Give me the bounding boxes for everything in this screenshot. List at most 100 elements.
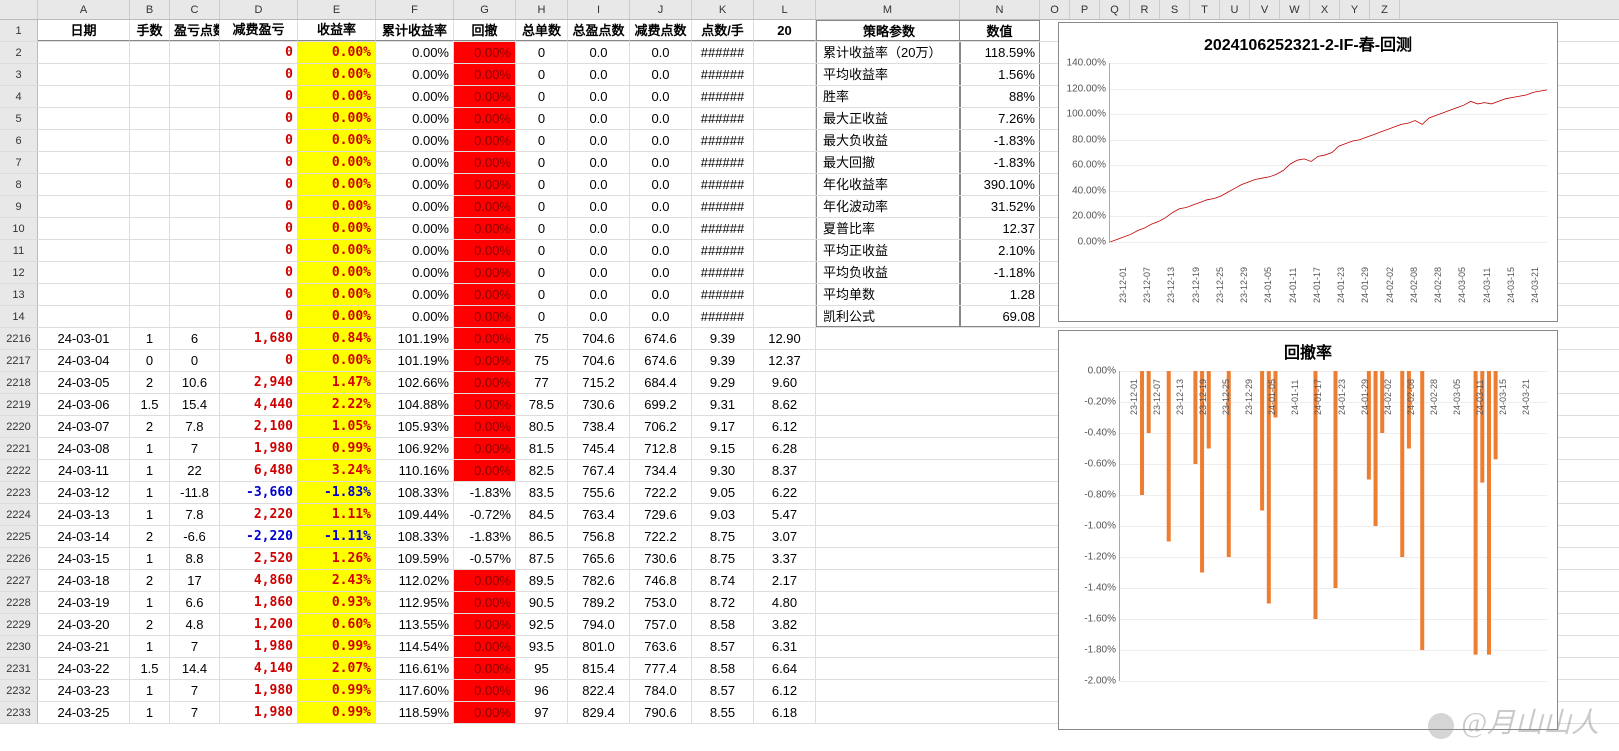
cell[interactable]: 6,480	[220, 460, 298, 481]
cell[interactable]: 0	[220, 196, 298, 217]
cell[interactable]: 755.6	[568, 482, 630, 503]
cell[interactable]: 0.0	[568, 86, 630, 107]
cell[interactable]: 24-03-23	[38, 680, 130, 701]
cell[interactable]	[754, 174, 816, 195]
cell[interactable]	[38, 262, 130, 283]
col-header-F[interactable]: F	[376, 0, 454, 19]
cell[interactable]: 31.52%	[960, 196, 1040, 217]
cell[interactable]: 815.4	[568, 658, 630, 679]
col-header-J[interactable]: J	[630, 0, 692, 19]
cell[interactable]: 0	[220, 284, 298, 305]
cell[interactable]: 0.0	[568, 240, 630, 261]
row-number[interactable]: 2232	[0, 680, 38, 701]
cell[interactable]: 0.00%	[454, 680, 516, 701]
cell[interactable]: 0.0	[630, 152, 692, 173]
col-header-N[interactable]: N	[960, 0, 1040, 19]
cell[interactable]: 704.6	[568, 350, 630, 371]
row-number[interactable]: 5	[0, 108, 38, 129]
cell[interactable]: 822.4	[568, 680, 630, 701]
cell[interactable]: 0.00%	[376, 240, 454, 261]
cell[interactable]: 0.84%	[298, 328, 376, 349]
cell[interactable]: 1,860	[220, 592, 298, 613]
cell[interactable]	[754, 240, 816, 261]
row-number[interactable]: 7	[0, 152, 38, 173]
cell[interactable]: 0.00%	[454, 196, 516, 217]
cell[interactable]: 767.4	[568, 460, 630, 481]
cell[interactable]: 24-03-13	[38, 504, 130, 525]
cell[interactable]: 722.2	[630, 526, 692, 547]
cell[interactable]: 756.8	[568, 526, 630, 547]
cell[interactable]: 0.00%	[454, 460, 516, 481]
cell[interactable]: 1	[130, 438, 170, 459]
cell[interactable]: -1.83%	[298, 482, 376, 503]
cell[interactable]: 1	[130, 592, 170, 613]
cell[interactable]: 24-03-12	[38, 482, 130, 503]
cell[interactable]: 0	[516, 108, 568, 129]
cell[interactable]: 9.30	[692, 460, 754, 481]
cell[interactable]: 0.0	[630, 174, 692, 195]
cell[interactable]: 8.75	[692, 548, 754, 569]
cell[interactable]: 0	[516, 174, 568, 195]
cell[interactable]: 4.8	[170, 614, 220, 635]
cell[interactable]: 24-03-19	[38, 592, 130, 613]
cell[interactable]: 112.95%	[376, 592, 454, 613]
cell[interactable]: 0	[516, 262, 568, 283]
cell[interactable]: 729.6	[630, 504, 692, 525]
cell[interactable]: 12.37	[960, 218, 1040, 239]
cell[interactable]: 3.24%	[298, 460, 376, 481]
cell[interactable]	[754, 108, 816, 129]
cell[interactable]: 0.00%	[454, 152, 516, 173]
cell[interactable]: 2	[130, 416, 170, 437]
cell[interactable]: 0.00%	[454, 438, 516, 459]
cell[interactable]: 0.00%	[454, 614, 516, 635]
cell[interactable]: 0	[516, 42, 568, 63]
cell[interactable]: 9.39	[692, 350, 754, 371]
cell[interactable]: 706.2	[630, 416, 692, 437]
col-header-S[interactable]: S	[1160, 0, 1190, 19]
cell[interactable]: 6.64	[754, 658, 816, 679]
cell[interactable]: ######	[692, 196, 754, 217]
cell[interactable]: 116.61%	[376, 658, 454, 679]
cell[interactable]: 2.10%	[960, 240, 1040, 261]
cell[interactable]	[754, 218, 816, 239]
cell[interactable]: 0	[516, 218, 568, 239]
cell[interactable]	[130, 196, 170, 217]
cell[interactable]: 24-03-15	[38, 548, 130, 569]
cell[interactable]: 0.93%	[298, 592, 376, 613]
cell[interactable]: 7.8	[170, 504, 220, 525]
row-number[interactable]: 2222	[0, 460, 38, 481]
cell[interactable]: 0.00%	[454, 702, 516, 723]
row-number[interactable]: 2233	[0, 702, 38, 723]
cell[interactable]: 累计收益率	[376, 20, 454, 41]
row-number[interactable]: 2219	[0, 394, 38, 415]
cell[interactable]	[130, 130, 170, 151]
cell[interactable]: 0.00%	[376, 42, 454, 63]
cell[interactable]: 738.4	[568, 416, 630, 437]
cell[interactable]: 9.60	[754, 372, 816, 393]
cell[interactable]: 策略参数	[816, 20, 960, 41]
col-header-I[interactable]: I	[568, 0, 630, 19]
cell[interactable]: 77	[516, 372, 568, 393]
cell[interactable]: 763.6	[630, 636, 692, 657]
cell[interactable]: ######	[692, 174, 754, 195]
cell[interactable]: -6.6	[170, 526, 220, 547]
row-number[interactable]: 2218	[0, 372, 38, 393]
cell[interactable]: 手数	[130, 20, 170, 41]
cell[interactable]: 0.00%	[298, 152, 376, 173]
cell[interactable]: 0.00%	[376, 306, 454, 327]
cell[interactable]: 0.0	[630, 86, 692, 107]
cell[interactable]	[38, 64, 130, 85]
cell[interactable]: 0.00%	[454, 284, 516, 305]
cell[interactable]	[38, 306, 130, 327]
cell[interactable]: 0.0	[568, 64, 630, 85]
row-number[interactable]: 14	[0, 306, 38, 327]
cell[interactable]: 0	[220, 218, 298, 239]
cell[interactable]: 8.74	[692, 570, 754, 591]
cell[interactable]: 2.17	[754, 570, 816, 591]
cell[interactable]	[38, 130, 130, 151]
cell[interactable]: 97	[516, 702, 568, 723]
cell[interactable]: -1.83%	[454, 482, 516, 503]
row-number[interactable]: 2	[0, 42, 38, 63]
cell[interactable]: 8.37	[754, 460, 816, 481]
cell[interactable]: 96	[516, 680, 568, 701]
